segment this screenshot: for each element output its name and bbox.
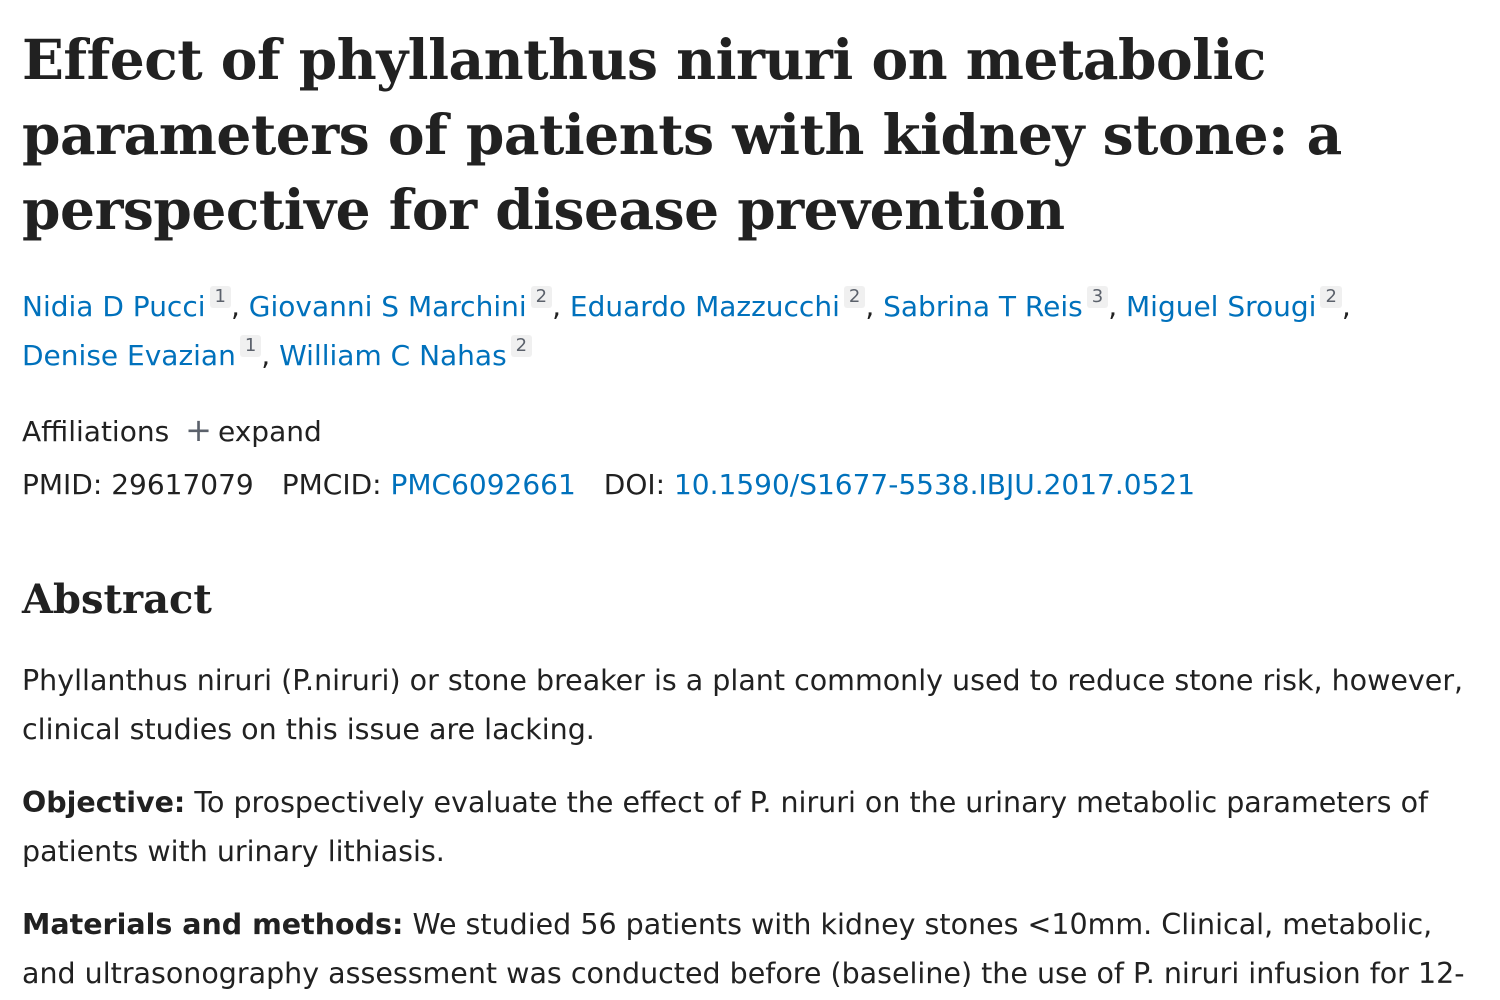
doi-link[interactable]: 10.1590/S1677-5538.IBJU.2017.0521 [673,468,1196,501]
author-link[interactable]: William C Nahas [279,339,507,372]
author-list: Nidia D Pucci 1, Giovanni S Marchini 2, Ed… [22,286,1351,372]
author-link[interactable]: Sabrina T Reis [883,290,1083,323]
affiliations-toggle[interactable]: Affiliations + expand [22,408,322,454]
affiliation-badge[interactable]: 2 [843,286,866,308]
author-link[interactable]: Miguel Srougi [1126,290,1317,323]
pmcid-link[interactable]: PMC6092661 [390,468,576,501]
affiliation-badge[interactable]: 2 [530,286,553,308]
affiliation-badge[interactable]: 1 [209,286,231,308]
abstract-heading: Abstract [22,576,212,623]
objective-text: To prospectively evaluate the effect of … [22,786,1429,868]
affiliations-label: Affiliations [22,415,170,448]
author-link[interactable]: Nidia D Pucci [22,290,206,323]
author-link[interactable]: Denise Evazian [22,339,236,372]
affiliation-badge[interactable]: 3 [1086,286,1109,308]
article-title: Effect of phyllanthus niruri on metaboli… [22,27,1342,242]
affiliation-badge[interactable]: 2 [1320,286,1342,308]
abstract-objective: Objective: To prospectively evaluate the… [22,778,1487,876]
affiliation-badge[interactable]: 2 [510,335,533,357]
pmid-label: PMID: [22,468,103,501]
author-link[interactable]: Eduardo Mazzucchi [569,290,840,323]
abstract-methods: Materials and methods: We studied 56 pat… [22,900,1487,998]
author-link[interactable]: Giovanni S Marchini [248,290,527,323]
affiliation-badge[interactable]: 1 [239,335,262,357]
doi-label: DOI: [603,468,666,501]
methods-text: We studied 56 patients with kidney stone… [22,908,1465,990]
abstract-intro: Phyllanthus niruri (P.niruri) or stone b… [22,664,1464,746]
objective-label: Objective: [22,786,186,819]
plus-icon: + [185,411,212,449]
methods-label: Materials and methods: [22,908,404,941]
pmcid-label: PMCID: [281,468,382,501]
identifiers: PMID: 29617079 PMCID: PMC6092661 DOI: 10.1… [22,463,1195,507]
expand-label: expand [217,415,322,448]
pmid-value: 29617079 [111,468,254,501]
